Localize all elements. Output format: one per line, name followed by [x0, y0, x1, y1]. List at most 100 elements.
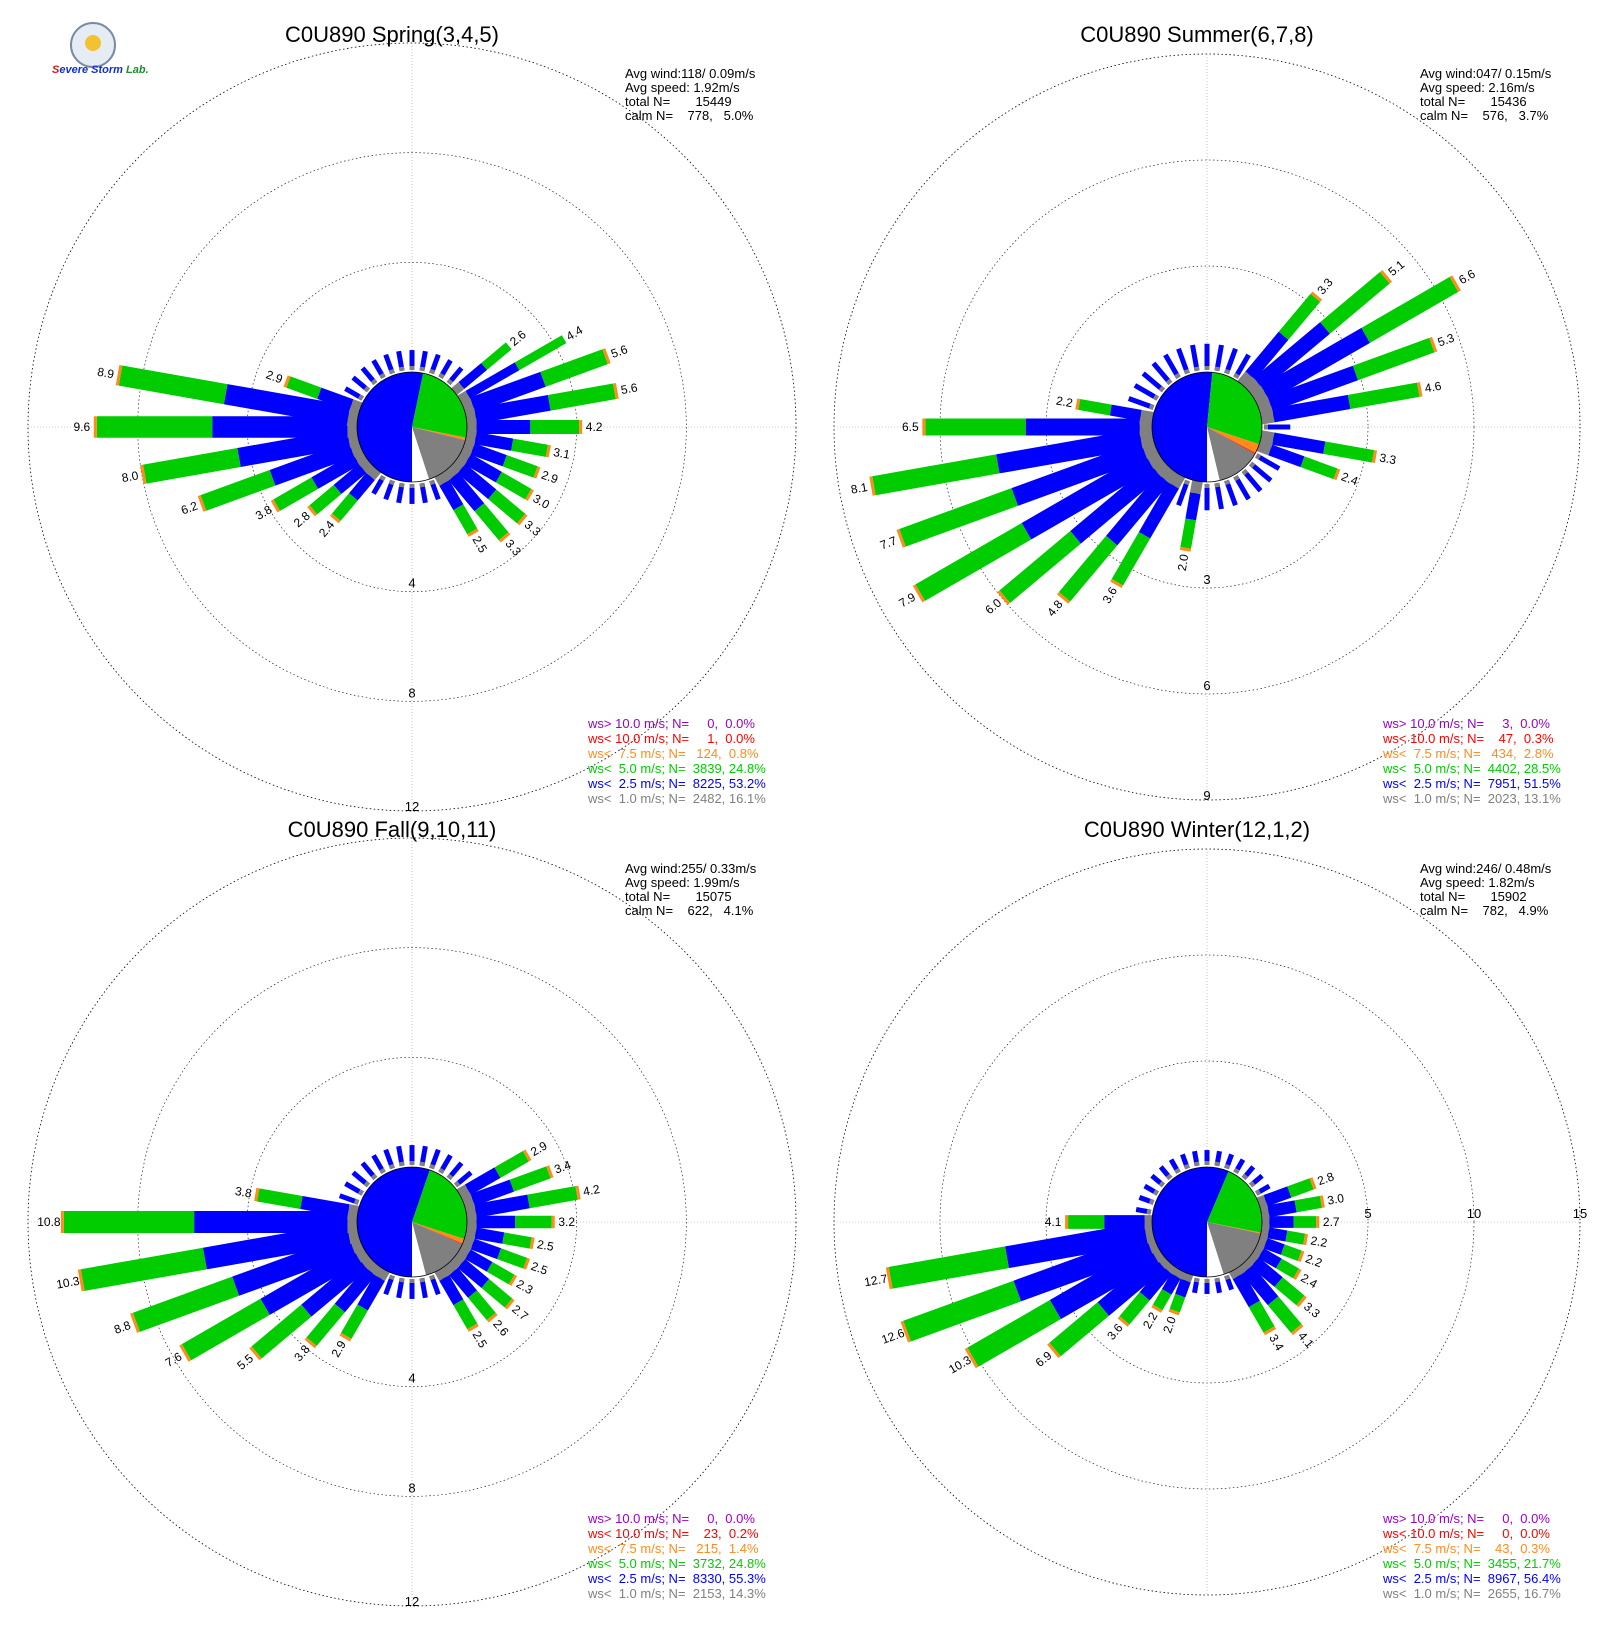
petal-bar-calm-segment — [379, 372, 386, 379]
petal-bar-calm-segment — [419, 482, 426, 488]
petal-bar-calm-segment — [1224, 1274, 1231, 1281]
petal-segment — [465, 362, 520, 399]
petal-segment-lt7_5 — [254, 1187, 260, 1202]
petal-segment-lt2_5 — [439, 480, 464, 511]
petal-bar-calm-segment — [1241, 1173, 1249, 1180]
center-pie-slice-calm — [412, 427, 430, 482]
petal-segment-lt7_5 — [270, 499, 281, 513]
petal-segment-lt7_5 — [498, 532, 511, 543]
center-pie-slice-lt5 — [412, 1169, 467, 1240]
petal-bar-small — [1190, 344, 1200, 372]
petal-label: 2.6 — [490, 1317, 512, 1339]
ring-label: 3 — [1203, 572, 1210, 587]
petal-segment-lt7_5 — [522, 1149, 532, 1162]
center-pie-outline — [1151, 371, 1263, 483]
petal-segment-lt5 — [1078, 399, 1112, 416]
petal-label: 4.2 — [586, 420, 603, 434]
stats-line: total N= 15075 — [625, 889, 732, 904]
petal-segment-lt2_5 — [1013, 1233, 1153, 1302]
petal-label: 6.0 — [982, 595, 1004, 617]
petal-bar-small — [1224, 479, 1238, 507]
petal-segment-lt1 — [456, 1184, 471, 1200]
petal-label: 3.4 — [1266, 1332, 1287, 1354]
center-pie-slice-lt7_5 — [412, 427, 466, 441]
petal-label: 3.6 — [1104, 1321, 1126, 1343]
petal-segment-lt1 — [1260, 1226, 1270, 1239]
petal-segment-lt7_5 — [900, 1320, 911, 1343]
center-pie-slice-lt1 — [412, 427, 466, 480]
petal-segment-lt2_5 — [311, 453, 360, 489]
ring-label: 12 — [405, 1594, 419, 1609]
petal-bar-calm-segment — [429, 1163, 436, 1170]
petal-segment-lt5 — [1058, 535, 1118, 602]
center-pie-slice-lt1 — [1207, 1222, 1261, 1275]
petal-segment-lt7_5 — [1151, 1304, 1163, 1313]
petal-segment-lt1 — [357, 1251, 375, 1270]
ring-label: 5 — [1364, 1206, 1371, 1221]
petal-segment-lt7_5 — [1371, 450, 1378, 464]
petal-label: 4.1 — [1295, 1329, 1317, 1351]
petal-label: 2.0 — [1175, 553, 1192, 572]
legend-entry: ws< 5.0 m/s; N= 3839, 24.8% — [587, 761, 766, 776]
legend-entry: ws< 2.5 m/s; N= 8225, 53.2% — [587, 776, 766, 791]
petal-label: 2.2 — [1309, 1233, 1328, 1250]
petal-segment-lt5 — [181, 1298, 270, 1361]
petal-segment-lt2_5 — [1267, 365, 1359, 412]
center-pie-slice-calm — [1207, 1222, 1224, 1277]
petal-segment-lt7_5 — [525, 488, 534, 501]
petal-segment-lt7_5 — [885, 1266, 893, 1290]
petal-segment-lt7_5 — [1429, 336, 1438, 353]
ring-label: 8 — [408, 685, 415, 700]
petal-segment-lt7_5 — [602, 348, 611, 365]
petal-segment-lt2_5 — [1185, 492, 1201, 521]
petal-segment-lt2_5 — [470, 443, 507, 467]
petal-segment-lt7_5 — [249, 1346, 262, 1361]
petal-segment-lt1 — [464, 1203, 477, 1220]
petal-bar-calm-segment — [1183, 1163, 1190, 1170]
petal-segment-lt7_5 — [1309, 1177, 1317, 1190]
petal-segment — [458, 362, 488, 389]
petal-bar-small — [1233, 353, 1251, 379]
petal-segment-lt7_5 — [517, 513, 528, 526]
legend-entry: ws< 5.0 m/s; N= 4402, 28.5% — [1382, 761, 1561, 776]
petal-segment-lt5 — [80, 1247, 207, 1291]
petal-label: 5.1 — [1385, 257, 1407, 279]
petal-segment-lt2_5 — [474, 394, 551, 424]
petal-segment-lt7_5 — [1179, 546, 1192, 552]
stats-line: Avg speed: 2.16m/s — [1420, 80, 1535, 95]
petal-segment-lt7_5 — [1263, 1326, 1277, 1336]
petal-segment-lt2_5 — [1272, 432, 1326, 454]
petal-segment-lt1 — [456, 1244, 471, 1260]
petal-segment-lt2_5 — [1109, 404, 1142, 421]
petal-bar-calm-segment — [370, 378, 378, 385]
petal-segment-lt1 — [442, 1260, 458, 1276]
petal-segment-lt5 — [273, 477, 319, 511]
wind-rose-panel-1: 4 8 12 5.6 5.6 4.2 3.1 2.9 3.0 3.33.3 2.5 2.42.8 3.8… — [27, 22, 797, 814]
petal-label: 2.5 — [470, 1329, 491, 1351]
petal-segment-lt1 — [1150, 456, 1171, 477]
ring-label: 6 — [1203, 678, 1210, 693]
legend-entry: ws> 10.0 m/s; N= 0, 0.0% — [587, 1511, 755, 1526]
petal-label: 5.3 — [1436, 330, 1457, 349]
petal-segment-lt5 — [1152, 1289, 1172, 1311]
petal-bar-calm-segment — [1152, 1189, 1159, 1196]
petal-segment — [451, 382, 465, 396]
chart-title: C0U890 Winter(12,1,2) — [1084, 817, 1310, 842]
petal-label: 3.8 — [291, 1342, 313, 1364]
petal-segment-lt1 — [374, 1266, 390, 1281]
petal-bar-small — [1133, 383, 1159, 401]
petal-segment-lt1 — [358, 457, 374, 474]
petal-segment-lt1 — [461, 1235, 475, 1250]
petal-segment-lt1 — [1237, 1259, 1253, 1275]
petal-segment-lt2_5 — [1253, 322, 1330, 390]
petal-label: 2.4 — [1298, 1271, 1320, 1292]
petal-segment-lt7_5 — [869, 476, 876, 496]
petal-bar-calm-segment — [1214, 366, 1221, 372]
center-pie-slice-lt10 — [412, 1222, 463, 1245]
petal-segment-lt5 — [888, 1246, 1009, 1289]
legend-entry: ws< 5.0 m/s; N= 3455, 21.7% — [1382, 1556, 1561, 1571]
petal-bar-calm-segment — [1148, 1198, 1155, 1205]
petal-segment-lt5 — [306, 1303, 345, 1346]
stats-line: calm N= 778, 5.0% — [625, 108, 754, 123]
petal-label: 4.8 — [1044, 597, 1066, 619]
